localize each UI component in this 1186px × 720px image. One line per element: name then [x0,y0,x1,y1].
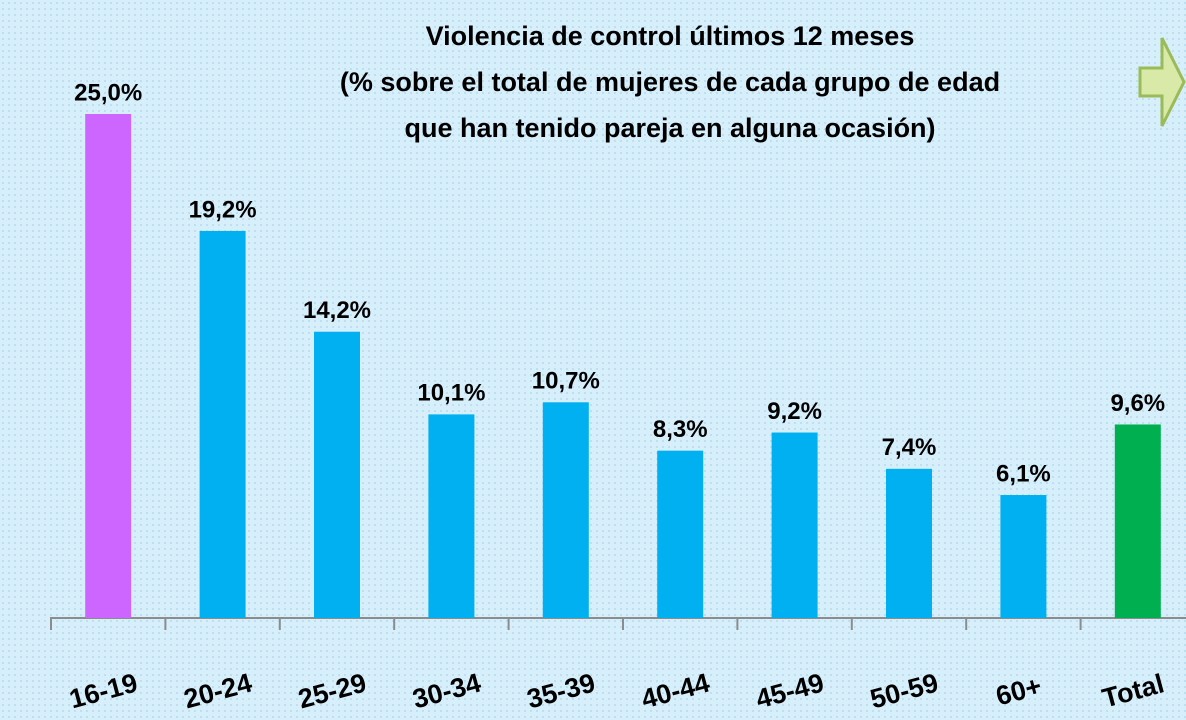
bar [199,230,246,619]
chart-title: (% sobre el total de mujeres de cada gru… [340,67,1000,97]
bar [886,468,932,618]
chart-title: Violencia de control últimos 12 meses [426,21,915,51]
data-label: 7,4% [882,434,937,461]
bar [85,114,132,618]
bar [771,432,818,618]
bar [314,331,360,618]
data-label: 8,3% [653,416,708,443]
data-label: 14,2% [303,297,371,324]
arrow-icon [1138,37,1186,127]
data-label: 10,1% [417,380,485,407]
data-label: 9,2% [767,398,822,425]
data-label: 19,2% [189,196,257,223]
bar [1000,495,1047,618]
data-label: 10,7% [532,368,600,395]
data-label: 25,0% [74,79,142,106]
data-label: 9,6% [1110,390,1165,417]
chart-title: que han tenido pareja en alguna ocasión) [404,113,935,143]
bar [657,450,704,618]
data-label: 6,1% [996,460,1051,487]
bar [1114,424,1161,618]
bar [428,414,475,618]
bar [542,402,589,618]
